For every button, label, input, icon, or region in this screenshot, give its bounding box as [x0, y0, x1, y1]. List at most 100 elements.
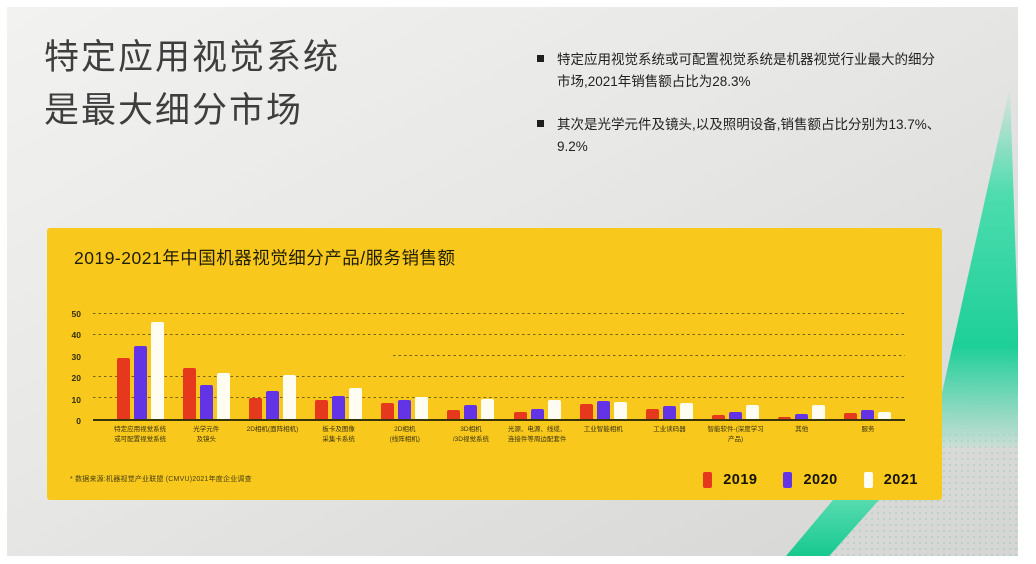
bar-2020	[265, 390, 279, 419]
slide-background: 特定应用视觉系统 是最大细分市场 特定应用视觉系统或可配置视觉系统是机器视觉行业…	[7, 7, 1018, 556]
bar-2020	[398, 400, 412, 419]
bar-group-4: 板卡及图像 采集卡系统	[306, 314, 372, 443]
legend-swatch-icon	[783, 472, 793, 488]
gridline-30	[393, 355, 905, 356]
bar-2021	[349, 387, 363, 419]
bar-group-5: 2D相机 (线阵相机)	[372, 314, 438, 443]
legend-label: 2021	[883, 472, 918, 488]
y-axis-tick-30: 30	[71, 351, 81, 362]
bullet-list: 特定应用视觉系统或可配置视觉系统是机器视觉行业最大的细分 市场,2021年销售额…	[537, 49, 985, 179]
gridline-20	[93, 376, 905, 377]
bar-2020	[662, 406, 676, 419]
x-axis-label: 光学元件 及镜头	[193, 426, 220, 443]
bullet-text: 特定应用视觉系统或可配置视觉系统是机器视觉行业最大的细分 市场,2021年销售额…	[557, 49, 957, 92]
y-axis-tick-20: 20	[71, 373, 81, 384]
x-axis-label: 2D相机(面阵相机)	[246, 426, 299, 433]
bar-2019	[645, 408, 659, 419]
bar-group-12: 服务	[835, 314, 901, 433]
legend-label: 2019	[723, 472, 758, 488]
x-axis-label: 板卡及图像 采集卡系统	[322, 426, 355, 443]
bar-2021	[282, 374, 296, 419]
gridline-50	[93, 313, 905, 314]
slide-title-line-1: 特定应用视觉系统	[44, 38, 341, 77]
bar-2020	[133, 345, 147, 419]
bar-group-8: 工业智能相机	[570, 314, 636, 433]
bar-2019	[844, 412, 858, 419]
gridline-10	[93, 397, 905, 398]
chart-title: 2019-2021年中国机器视觉细分产品/服务销售额	[74, 248, 456, 268]
legend-swatch-icon	[703, 472, 713, 488]
x-axis-label: 工业读码器	[653, 426, 686, 433]
x-axis-label: 服务	[861, 426, 875, 433]
bar-2019	[778, 416, 792, 419]
bar-group-7: 光源、电源、线缆、 连接件等周边配套件	[504, 314, 570, 443]
bar-2021	[150, 322, 164, 419]
bar-2021	[216, 372, 230, 419]
bar-2019	[447, 409, 461, 419]
x-axis-label: 工业智能相机	[583, 426, 623, 433]
bar-2019	[116, 358, 130, 419]
y-axis-tick-50: 50	[71, 309, 81, 319]
bar-2020	[861, 409, 875, 419]
bullet-1-line-1: 特定应用视觉系统或可配置视觉系统是机器视觉行业最大的细分	[557, 52, 935, 67]
bar-group-6: 3D相机 /3D视觉系统	[438, 314, 504, 443]
slide-title-line-2: 是最大细分市场	[44, 91, 304, 131]
bar-group-1: 特定应用视觉系统 或可配置视觉系统	[107, 314, 173, 443]
bar-2021	[679, 403, 693, 419]
bar-2020	[530, 408, 544, 419]
y-axis-tick-0: 0	[76, 416, 81, 426]
bar-2019	[248, 398, 262, 419]
bar-2021	[746, 405, 760, 419]
bar-2021	[812, 405, 826, 419]
bar-2019	[315, 400, 329, 419]
bar-2021	[878, 411, 892, 419]
bar-group-2: 光学元件 及镜头	[173, 314, 239, 443]
legend-label: 2020	[803, 472, 838, 488]
bar-2019	[513, 411, 527, 419]
x-axis-label: 光源、电源、线缆、 连接件等周边配套件	[507, 426, 567, 443]
bar-group-10: 智能软件-(深度学习 产品)	[703, 314, 769, 443]
bullet-1-line-2: 市场,2021年销售额占比为28.3%	[557, 73, 751, 89]
legend-item-2019: 2019	[703, 472, 757, 488]
chart-legend: 2019 2020 2021	[703, 472, 918, 488]
legend-swatch-icon	[863, 472, 873, 488]
bar-2020	[332, 395, 346, 419]
bar-2019	[381, 403, 395, 419]
y-axis: 0 10 20 30 40 50	[55, 309, 85, 426]
bar-2021	[547, 400, 561, 419]
x-axis-label: 其他	[795, 426, 809, 433]
bullet-text: 其次是光学元件及镜头,以及照明设备,销售额占比分别为13.7%、9.2%	[557, 114, 957, 157]
bar-2019	[579, 404, 593, 419]
chart-card: 2019-2021年中国机器视觉细分产品/服务销售额 0 10 20 30 40 50 特…	[47, 228, 942, 500]
bullet-2-line-1: 其次是光学元件及镜头,以及照明设备,销售额占比分别为13.7%、9.2%	[557, 117, 941, 154]
chart-plot: 特定应用视觉系统 或可配置视觉系统 光学元件 及镜头 2D相机(面阵相机) 板卡及图像…	[93, 313, 905, 443]
bar-group-11: 其他	[769, 314, 835, 433]
bullet-item: 特定应用视觉系统或可配置视觉系统是机器视觉行业最大的细分 市场,2021年销售额…	[537, 49, 985, 92]
slide-title: 特定应用视觉系统 是最大细分市场	[44, 31, 340, 137]
bar-2020	[596, 401, 610, 419]
bar-2021	[613, 402, 627, 419]
bar-2019	[712, 414, 726, 419]
bar-group-3: 2D相机(面阵相机)	[239, 314, 305, 433]
bar-2021	[415, 396, 429, 419]
bar-2020	[199, 385, 213, 419]
gridline-40	[93, 334, 905, 335]
legend-item-2020: 2020	[783, 472, 837, 488]
y-axis-tick-10: 10	[71, 394, 81, 405]
bullet-square-icon	[537, 120, 544, 128]
legend-item-2021: 2021	[863, 472, 918, 488]
x-axis-label: 3D相机 /3D视觉系统	[452, 426, 489, 443]
y-axis-tick-40: 40	[71, 330, 81, 341]
bar-2020	[795, 413, 809, 419]
bar-2019	[182, 367, 196, 419]
bar-2021	[481, 399, 495, 419]
x-axis-label: 2D相机 (线阵相机)	[389, 426, 420, 443]
bar-group-9: 工业读码器	[636, 314, 702, 433]
x-axis-label: 智能软件-(深度学习 产品)	[707, 426, 764, 443]
bar-2020	[729, 411, 743, 419]
bullet-square-icon	[537, 55, 544, 62]
bar-2020	[464, 405, 478, 419]
source-note: * 数据来源:机器视觉产业联盟 (CMVU)2021年度企业调查	[70, 476, 252, 483]
x-axis-label: 特定应用视觉系统 或可配置视觉系统	[114, 426, 167, 443]
